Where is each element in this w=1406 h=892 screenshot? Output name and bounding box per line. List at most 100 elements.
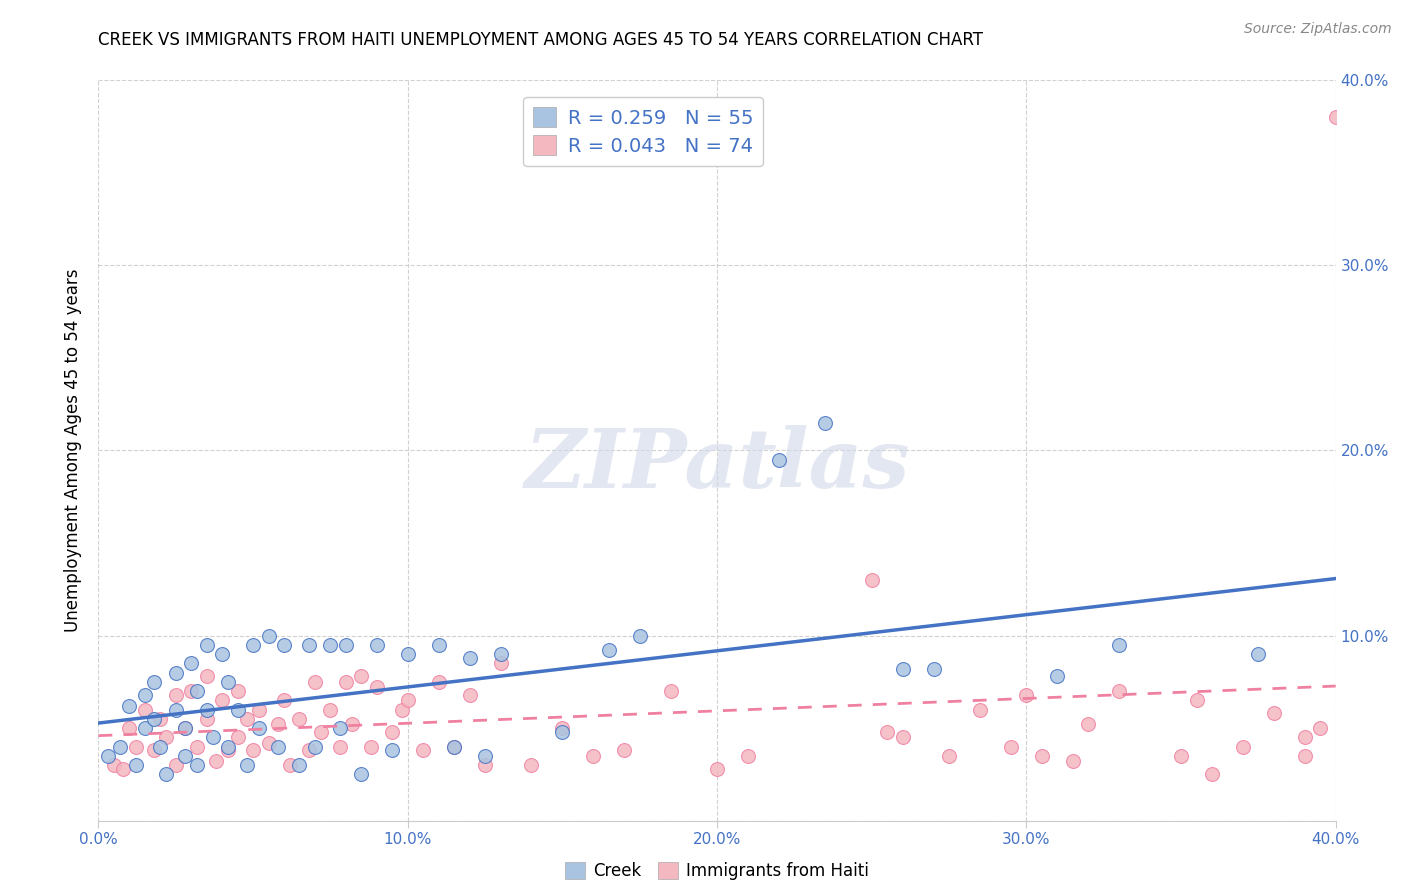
Point (443, 739, 465, 754)
Point (236, 758, 259, 772)
Legend: Creek, Immigrants from Haiti: Creek, Immigrants from Haiti (558, 855, 876, 887)
Point (217, 743, 239, 757)
Point (1263, 706, 1285, 721)
Point (1294, 748, 1316, 763)
Point (165, 758, 187, 772)
Text: CREEK VS IMMIGRANTS FROM HAITI UNEMPLOYMENT AMONG AGES 45 TO 54 YEARS CORRELATIO: CREEK VS IMMIGRANTS FROM HAITI UNEMPLOYM… (98, 31, 983, 49)
Point (1062, 755, 1084, 769)
Text: Source: ZipAtlas.com: Source: ZipAtlas.com (1244, 22, 1392, 37)
Point (304, 739, 326, 754)
Point (242, 743, 264, 757)
Point (97, 748, 120, 763)
Point (329, 739, 352, 754)
Point (350, 669, 373, 683)
Point (309, 724, 332, 739)
Point (335, 674, 357, 689)
Point (124, 739, 146, 754)
Point (186, 684, 208, 698)
Point (1309, 721, 1331, 735)
Point (134, 688, 156, 702)
Point (103, 758, 125, 772)
Point (1324, 111, 1347, 125)
Point (205, 755, 228, 769)
Point (1015, 688, 1038, 702)
Point (706, 762, 728, 776)
Point (174, 748, 197, 763)
Point (273, 693, 295, 707)
Point (350, 767, 373, 781)
Point (891, 662, 914, 676)
Point (134, 703, 156, 717)
Point (236, 712, 259, 726)
Point (319, 638, 342, 652)
Point (366, 681, 388, 695)
Point (391, 703, 413, 717)
Point (298, 743, 321, 757)
Point (458, 688, 481, 702)
Point (174, 721, 197, 735)
Point (217, 739, 239, 754)
Point (257, 736, 280, 750)
Point (489, 647, 512, 661)
Point (427, 674, 450, 689)
Point (860, 573, 883, 587)
Point (112, 762, 135, 776)
Point (443, 739, 465, 754)
Point (814, 416, 837, 430)
Point (1031, 748, 1053, 763)
Point (242, 638, 264, 652)
Point (1046, 669, 1069, 683)
Point (226, 731, 249, 745)
Point (335, 638, 357, 652)
Point (155, 767, 177, 781)
Point (412, 743, 434, 757)
Point (1247, 647, 1270, 661)
Point (969, 703, 991, 717)
Text: ZIPatlas: ZIPatlas (524, 425, 910, 505)
Point (551, 724, 574, 739)
Point (1185, 693, 1208, 707)
Point (134, 721, 156, 735)
Point (304, 674, 326, 689)
Point (149, 712, 172, 726)
Point (124, 758, 146, 772)
Point (381, 724, 404, 739)
Point (108, 739, 131, 754)
Point (195, 703, 218, 717)
Point (186, 758, 208, 772)
Y-axis label: Unemployment Among Ages 45 to 54 years: Unemployment Among Ages 45 to 54 years (65, 268, 83, 632)
Point (396, 693, 419, 707)
Point (165, 665, 187, 680)
Point (598, 643, 620, 657)
Point (195, 638, 218, 652)
Point (226, 703, 249, 717)
Point (1294, 731, 1316, 745)
Point (267, 739, 290, 754)
Point (211, 647, 233, 661)
Point (340, 717, 363, 731)
Point (288, 758, 311, 772)
Point (195, 669, 218, 683)
Point (737, 748, 759, 763)
Point (149, 739, 172, 754)
Point (628, 629, 651, 643)
Point (396, 647, 419, 661)
Point (613, 743, 636, 757)
Point (217, 674, 239, 689)
Point (1077, 717, 1099, 731)
Point (298, 638, 321, 652)
Point (1232, 739, 1254, 754)
Point (381, 743, 404, 757)
Point (1170, 748, 1192, 763)
Point (768, 452, 790, 467)
Point (876, 724, 898, 739)
Point (427, 638, 450, 652)
Point (1108, 684, 1130, 698)
Point (247, 703, 270, 717)
Point (180, 657, 202, 671)
Point (118, 721, 141, 735)
Point (659, 684, 682, 698)
Point (366, 638, 388, 652)
Point (155, 731, 177, 745)
Point (582, 748, 605, 763)
